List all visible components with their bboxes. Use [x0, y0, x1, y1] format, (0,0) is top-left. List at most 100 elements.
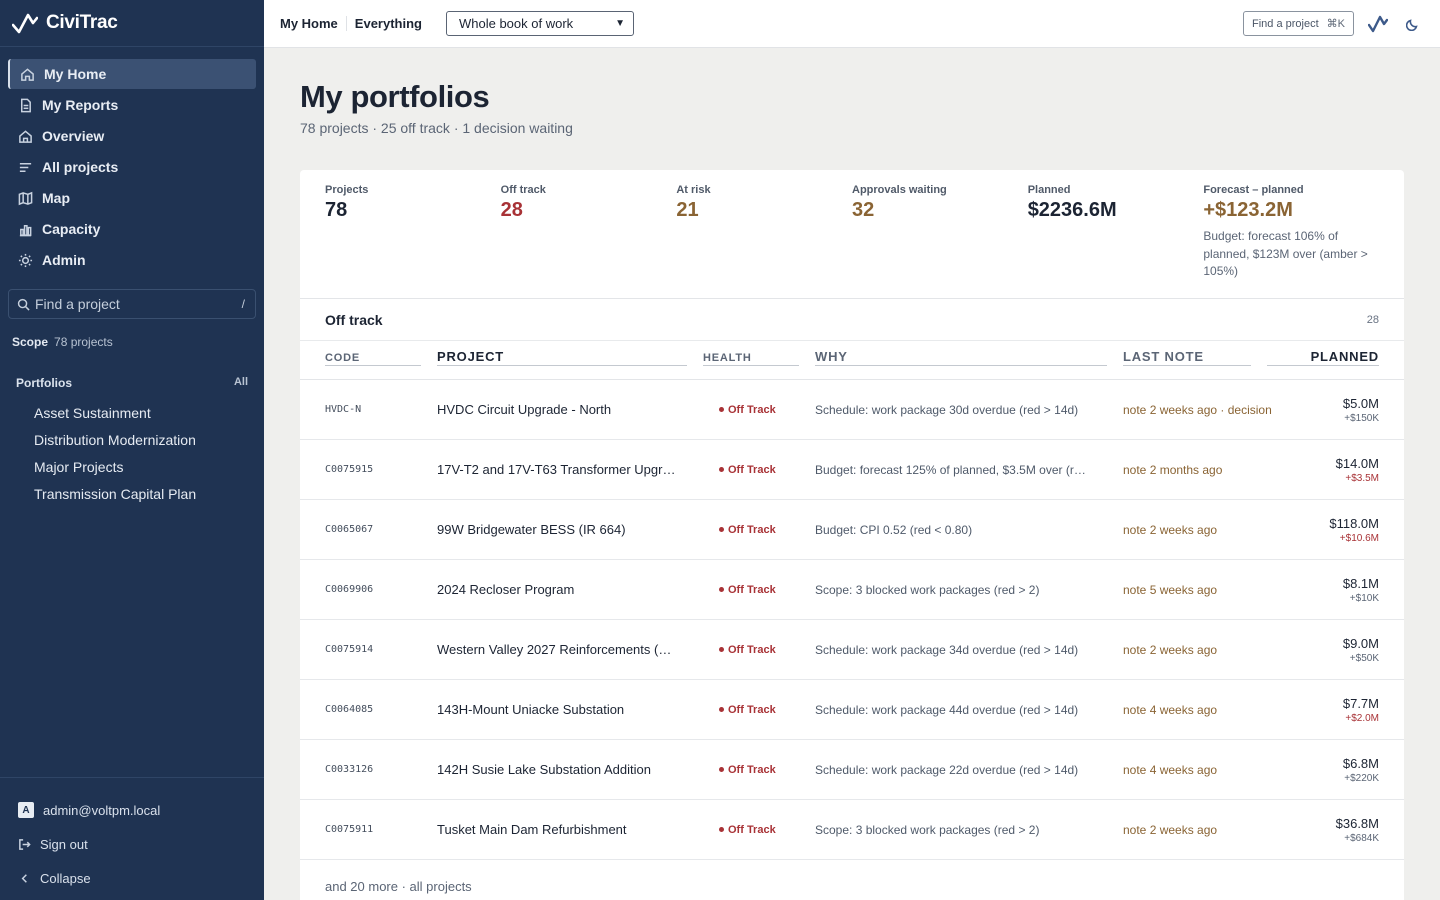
section-title: Off track	[325, 311, 383, 328]
collapse-sidebar-button[interactable]: Collapse	[0, 861, 264, 895]
planned-amount: $6.8M	[1342, 755, 1379, 771]
planned-delta: +$10.6M	[1339, 532, 1379, 544]
planned-cell: $14.0M +$3.5M	[1336, 456, 1379, 484]
last-note[interactable]: note 4 weeks ago	[1123, 702, 1218, 717]
column-header-last-note[interactable]: LAST NOTE	[1123, 349, 1251, 366]
column-header-why[interactable]: WHY	[815, 349, 1107, 366]
portfolio-item[interactable]: Transmission Capital Plan	[34, 485, 197, 502]
sign-out-button[interactable]: Sign out	[0, 827, 264, 861]
kpi-note: Budget: forecast 106% of planned, $123M …	[1203, 229, 1368, 278]
sidebar-nav: My Home My Reports Overview All projects…	[0, 47, 264, 275]
portfolios-all-link[interactable]: All	[233, 376, 248, 388]
kpi-at-risk[interactable]: At risk 21	[676, 184, 852, 298]
sidebar-item-map[interactable]: Map	[8, 183, 256, 213]
table-row[interactable]: C0075914 Western Valley 2027 Reinforceme…	[300, 620, 1404, 680]
sun-icon	[18, 253, 33, 267]
activity-logo-icon[interactable]	[1368, 15, 1388, 33]
sidebar-item-overview[interactable]: Overview	[8, 121, 256, 151]
status-dot-icon	[719, 767, 724, 772]
status-dot-icon	[719, 647, 724, 652]
health-badge: Off Track	[703, 524, 815, 536]
project-name[interactable]: 2024 Recloser Program	[437, 582, 575, 597]
project-name[interactable]: Tusket Main Dam Refurbishment	[437, 822, 627, 837]
more-projects-link[interactable]: and 20 more · all projects	[325, 878, 472, 894]
health-label: Off Track	[728, 403, 776, 416]
status-dot-icon	[719, 407, 724, 412]
sidebar-search-placeholder: Find a project	[35, 296, 120, 312]
why-text: Schedule: work package 30d overdue (red …	[815, 402, 1079, 417]
project-name[interactable]: Western Valley 2027 Reinforcements (…	[437, 642, 672, 657]
home-icon	[21, 67, 34, 81]
portfolios-header: Portfolios All	[16, 376, 248, 390]
kpi-off-track[interactable]: Off track 28	[501, 184, 677, 298]
sidebar: CiviTrac My Home My Reports Overview All…	[0, 0, 264, 900]
find-project-label: Find a project	[1252, 17, 1319, 30]
bar-chart-icon	[19, 224, 32, 236]
kpi-planned[interactable]: Planned $2236.6M	[1028, 184, 1204, 298]
avatar: A	[18, 802, 34, 818]
chevron-down-icon: ▼	[615, 18, 625, 29]
health-label: Off Track	[728, 523, 776, 536]
portfolio-card: Projects 78 Off track 28 At risk 21 Appr…	[300, 170, 1404, 900]
last-note[interactable]: note 2 weeks ago	[1123, 642, 1218, 657]
kpi-approvals-waiting[interactable]: Approvals waiting 32	[852, 184, 1028, 298]
brand[interactable]: CiviTrac	[0, 0, 264, 47]
sidebar-item-my-reports[interactable]: My Reports	[8, 90, 256, 120]
last-note[interactable]: note 2 weeks ago	[1123, 822, 1218, 837]
column-header-health[interactable]: HEALTH	[703, 352, 799, 366]
table-row[interactable]: C0065067 99W Bridgewater BESS (IR 664) O…	[300, 500, 1404, 560]
column-header-planned[interactable]: PLANNED	[1267, 349, 1379, 366]
portfolio-item[interactable]: Distribution Modernization	[34, 431, 196, 448]
sidebar-item-my-home[interactable]: My Home	[8, 59, 256, 89]
last-note[interactable]: note 2 months ago	[1123, 462, 1223, 477]
column-header-code[interactable]: CODE	[325, 352, 421, 366]
project-name[interactable]: HVDC Circuit Upgrade - North	[437, 402, 612, 417]
map-icon	[18, 191, 33, 205]
list-icon	[19, 162, 32, 172]
table-row[interactable]: C0033126 142H Susie Lake Substation Addi…	[300, 740, 1404, 800]
sidebar-item-all-projects[interactable]: All projects	[8, 152, 256, 182]
last-note[interactable]: note 5 weeks ago	[1123, 582, 1218, 597]
kpi-forecast-variance[interactable]: Forecast – planned +$123.2M Budget: fore…	[1203, 184, 1379, 298]
project-name[interactable]: 142H Susie Lake Substation Addition	[437, 762, 651, 777]
tab-everything[interactable]: Everything	[354, 16, 422, 31]
health-label: Off Track	[728, 703, 776, 716]
tab-my-home[interactable]: My Home	[280, 16, 347, 31]
last-note[interactable]: note 2 weeks ago · decision	[1123, 402, 1272, 417]
last-note[interactable]: note 4 weeks ago	[1123, 762, 1218, 777]
sidebar-item-admin[interactable]: Admin	[8, 245, 256, 275]
search-shortcut-hint: /	[241, 297, 245, 311]
kpi-projects[interactable]: Projects 78	[325, 184, 501, 298]
table-row[interactable]: C0064085 143H-Mount Uniacke Substation O…	[300, 680, 1404, 740]
scope-select[interactable]: Whole book of work ▼	[445, 11, 634, 36]
project-code: HVDC-N	[325, 404, 362, 415]
planned-cell: $5.0M +$150K	[1343, 396, 1379, 424]
table-row[interactable]: HVDC-N HVDC Circuit Upgrade - North Off …	[300, 380, 1404, 440]
table-row[interactable]: C0075915 17V-T2 and 17V-T63 Transformer …	[300, 440, 1404, 500]
table-header: CODE PROJECT HEALTH WHY LAST NOTE PLANNE…	[300, 341, 1404, 380]
health-badge: Off Track	[703, 644, 815, 656]
last-note[interactable]: note 2 weeks ago	[1123, 522, 1218, 537]
column-header-project[interactable]: PROJECT	[437, 349, 687, 366]
project-name[interactable]: 17V-T2 and 17V-T63 Transformer Upgr…	[437, 462, 676, 477]
table-row[interactable]: C0069906 2024 Recloser Program Off Track…	[300, 560, 1404, 620]
planned-amount: $9.0M	[1342, 635, 1379, 651]
why-text: Schedule: work package 44d overdue (red …	[815, 702, 1079, 717]
sidebar-item-capacity[interactable]: Capacity	[8, 214, 256, 244]
health-label: Off Track	[728, 583, 776, 596]
kpi-label: Forecast – planned	[1203, 184, 1304, 196]
project-name[interactable]: 99W Bridgewater BESS (IR 664)	[437, 522, 626, 537]
portfolio-item[interactable]: Asset Sustainment	[34, 404, 151, 421]
health-badge: Off Track	[703, 584, 815, 596]
find-project-button[interactable]: Find a project ⌘K	[1243, 11, 1354, 36]
user-account[interactable]: A admin@voltpm.local	[0, 793, 264, 827]
table-row[interactable]: C0075911 Tusket Main Dam Refurbishment O…	[300, 800, 1404, 860]
project-code: C0033126	[325, 764, 374, 775]
portfolio-item[interactable]: Major Projects	[34, 458, 124, 475]
sidebar-search-input[interactable]: Find a project /	[8, 289, 256, 319]
project-name[interactable]: 143H-Mount Uniacke Substation	[437, 702, 625, 717]
sidebar-item-label: All projects	[42, 159, 119, 175]
health-label: Off Track	[728, 763, 776, 776]
off-track-header: Off track 28	[300, 299, 1404, 341]
moon-icon[interactable]	[1406, 17, 1420, 31]
